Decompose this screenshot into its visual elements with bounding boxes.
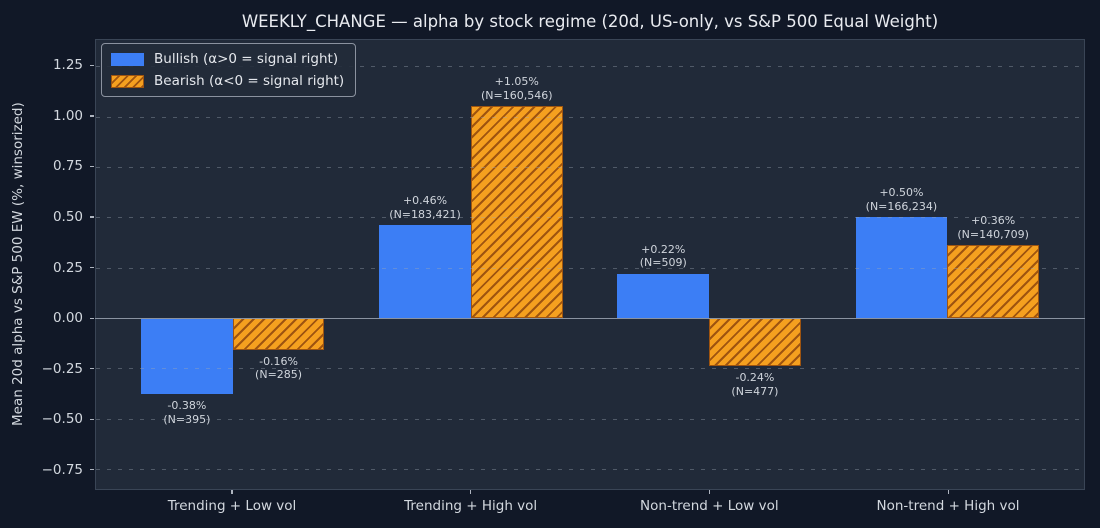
y-tick-mark-icon — [90, 64, 94, 66]
x-tick-mark-icon — [708, 490, 711, 494]
legend: Bullish (α>0 = signal right) Bearish (α<… — [101, 43, 357, 97]
bar-value-label: -0.16% (N=285) — [255, 355, 303, 382]
x-tick-label: Trending + High vol — [404, 498, 538, 514]
bar-value-label: -0.38% (N=395) — [163, 399, 211, 426]
y-tick-mark-icon — [90, 317, 94, 319]
x-tick-label: Non-trend + High vol — [876, 498, 1020, 514]
y-tick-label: −0.50 — [41, 411, 83, 428]
bar-bearish — [470, 106, 563, 318]
y-tick-label: −0.25 — [41, 360, 83, 377]
y-tick-mark-icon — [90, 115, 94, 117]
y-tick-label: 0.25 — [52, 259, 83, 276]
chart-title: WEEKLY_CHANGE — alpha by stock regime (2… — [241, 12, 939, 31]
gridline — [96, 217, 1084, 219]
gridline — [96, 368, 1084, 370]
gridline — [96, 166, 1084, 168]
gridline — [96, 267, 1084, 269]
y-tick-label: 0.75 — [52, 158, 83, 175]
bar-value-label: +0.22% (N=509) — [639, 242, 687, 270]
bar-bullish — [855, 217, 948, 318]
bar-bullish — [379, 225, 471, 318]
x-tick-mark-icon — [231, 490, 233, 494]
y-tick-mark-icon — [90, 368, 94, 370]
legend-label-bullish: Bullish (α>0 = signal right) — [154, 51, 339, 67]
bar-value-label: +1.05% (N=160,546) — [480, 75, 553, 103]
x-tick-label: Non-trend + Low vol — [640, 498, 779, 514]
legend-item-bearish: Bearish (α<0 = signal right) — [111, 73, 344, 89]
x-tick-mark-icon — [470, 490, 472, 494]
bar-bullish — [617, 273, 710, 318]
bar-value-label: +0.46% (N=183,421) — [389, 194, 461, 221]
y-tick-mark-icon — [90, 469, 94, 471]
y-tick-label: 0.00 — [52, 310, 83, 327]
y-tick-label: 1.00 — [52, 107, 83, 124]
gridline — [96, 66, 1084, 68]
y-tick-mark-icon — [90, 165, 94, 168]
y-tick-mark-icon — [90, 267, 94, 269]
bar-value-label: +0.36% (N=140,709) — [957, 214, 1029, 241]
y-tick-mark-icon — [90, 418, 94, 420]
gridline — [96, 116, 1084, 118]
y-tick-mark-icon — [90, 216, 94, 218]
y-tick-label: 1.25 — [52, 57, 83, 74]
bar-value-label: -0.24% (N=477) — [731, 371, 779, 398]
gridline — [96, 418, 1084, 420]
bar-value-label: +0.50% (N=166,234) — [865, 186, 938, 213]
y-tick-label: 0.50 — [52, 208, 83, 225]
x-tick-label: Trending + Low vol — [167, 498, 297, 514]
bar-bearish — [709, 317, 801, 367]
bar-bearish — [947, 245, 1039, 318]
zero-line — [95, 317, 1085, 319]
gridline — [96, 468, 1084, 470]
legend-label-bearish: Bearish (α<0 = signal right) — [154, 73, 345, 89]
y-tick-label: −0.75 — [41, 461, 83, 478]
x-tick-mark-icon — [947, 490, 949, 494]
bullish-swatch-icon — [111, 52, 144, 66]
x-axis: Trending + Low vol Trending + High vol Non… — [95, 490, 1085, 528]
legend-item-bullish: Bullish (α>0 = signal right) — [111, 51, 344, 67]
bar-bearish — [232, 317, 325, 351]
bar-bullish — [141, 317, 233, 395]
bearish-swatch-icon — [111, 74, 144, 88]
plot-area: Bullish (α>0 = signal right) Bearish (α<… — [95, 39, 1085, 490]
y-axis: 1.25 1.00 0.75 0.50 0.25 0.00 −0.25 −0.50 −0.75 — [0, 39, 95, 490]
